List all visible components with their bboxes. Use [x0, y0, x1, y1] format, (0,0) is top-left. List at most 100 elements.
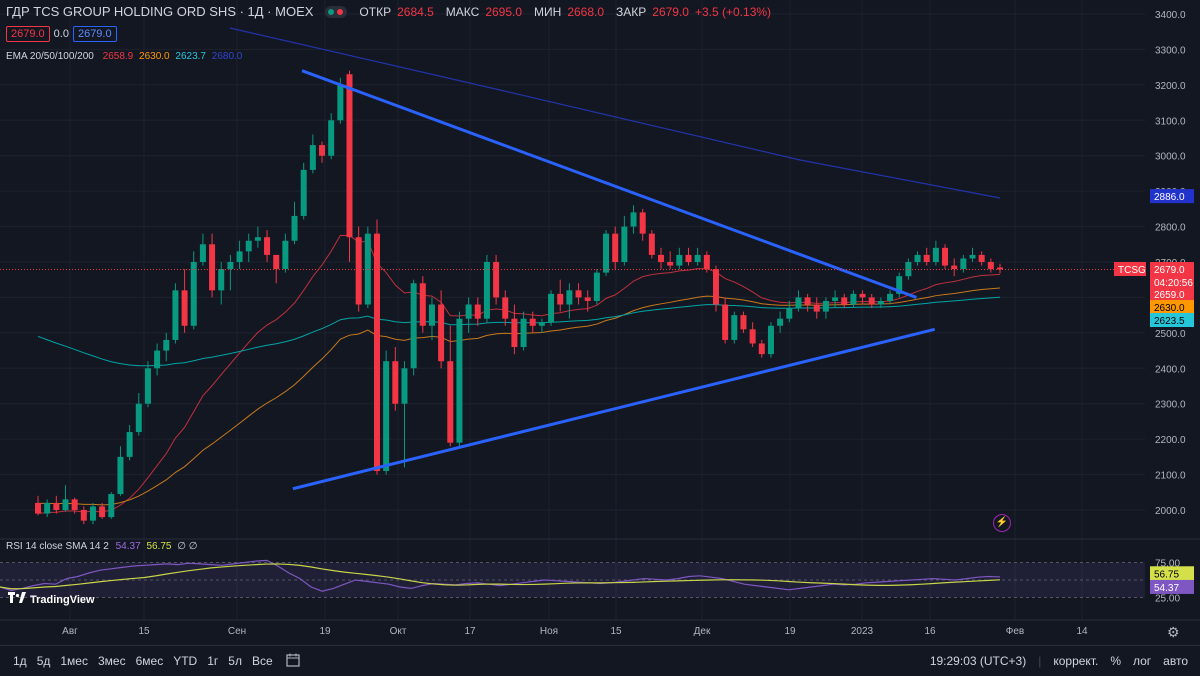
candle-body	[465, 304, 472, 319]
ask-box[interactable]: 2679.0	[72, 26, 117, 42]
candle-body	[35, 502, 41, 514]
candle-body	[511, 318, 518, 348]
candle-body	[172, 290, 179, 340]
candle-body	[190, 262, 197, 326]
candle-body	[419, 283, 426, 326]
candle-body	[658, 254, 665, 262]
symbol-title[interactable]: ГДР TCS GROUP HOLDING ORD SHS · 1Д · MOE…	[6, 4, 314, 19]
candle-body	[346, 74, 353, 238]
adjust-button[interactable]: коррект.	[1053, 654, 1099, 668]
ema100-price-tag: 2623.5	[1154, 316, 1185, 327]
timeframe-5л[interactable]: 5л	[228, 654, 242, 668]
candle-body	[181, 290, 188, 326]
candle-body	[163, 339, 170, 351]
candle-body	[987, 262, 994, 270]
candle-body	[786, 308, 793, 319]
candle-body	[62, 499, 69, 510]
candle-body	[575, 290, 582, 298]
rsi-legend[interactable]: RSI 14 close SMA 14 2 54.37 56.75 ∅ ∅	[6, 541, 197, 552]
ema50-line	[37, 287, 1001, 506]
price-axis-label: 2300.0	[1155, 400, 1186, 411]
time-axis-label: 19	[319, 626, 331, 637]
clock[interactable]: 19:29:03 (UTC+3)	[929, 654, 1027, 668]
candle-body	[584, 297, 591, 301]
candle-body	[868, 297, 875, 305]
timeframe-6мес[interactable]: 6мес	[135, 654, 164, 668]
bid-box[interactable]: 2679.0	[6, 26, 50, 42]
price-axis-label: 2000.0	[1155, 506, 1186, 517]
candle-body	[621, 226, 628, 262]
auto-button[interactable]: авто	[1163, 654, 1188, 668]
percent-button[interactable]: %	[1110, 654, 1121, 668]
time-axis-label: 2023	[851, 626, 874, 637]
candle-body	[603, 233, 610, 273]
gear-icon[interactable]: ⚙	[1167, 624, 1180, 640]
time-axis-label: 16	[924, 626, 936, 637]
tradingview-logo[interactable]: TradingView	[8, 592, 95, 607]
timeframe-1мес[interactable]: 1мес	[60, 654, 88, 668]
candle-body	[135, 403, 142, 433]
candle-body	[758, 343, 765, 355]
candle-body	[80, 510, 87, 521]
time-axis-label: 15	[138, 626, 150, 637]
market-status-icon[interactable]	[325, 5, 348, 18]
lightning-icon[interactable]: ⚡	[993, 514, 1011, 532]
spread-value: 0.0	[53, 28, 69, 40]
candle-body	[877, 300, 884, 305]
close-label: ЗАКР	[616, 4, 647, 19]
candle-body	[227, 262, 234, 270]
candle-body	[667, 262, 674, 266]
ema20-price-tag: 2659.0	[1154, 290, 1185, 301]
ema20-value: 2658.9	[102, 51, 134, 62]
rsi-legend-label: RSI 14 close SMA 14 2	[6, 541, 109, 552]
candle-body	[722, 304, 729, 340]
candle-body	[456, 318, 463, 443]
ema-legend[interactable]: EMA 20/50/100/200 2658.9 2630.0 2623.7 2…	[6, 51, 242, 62]
candle-body	[291, 215, 298, 241]
bottom-toolbar: 1д 5д 1мес 3мес 6мес YTD 1г 5л Все 19:29:03 (UTC…	[0, 645, 1200, 676]
candle-body	[740, 315, 747, 330]
candle-body	[538, 322, 545, 326]
calendar-range-icon[interactable]	[286, 653, 300, 670]
candle-body	[905, 262, 912, 277]
change-value: +3.5 (+0.13%)	[694, 4, 772, 19]
countdown-tag-bg	[1150, 275, 1194, 289]
timeframe-1д[interactable]: 1д	[13, 654, 27, 668]
timeframe-5д[interactable]: 5д	[36, 654, 51, 668]
candle-body	[410, 283, 417, 369]
ema20-price-tag-bg	[1150, 287, 1194, 301]
candle-body	[896, 276, 903, 294]
candle-body	[355, 237, 362, 305]
timeframe-3мес[interactable]: 3мес	[97, 654, 126, 668]
log-button[interactable]: лог	[1132, 654, 1152, 668]
trendline-support	[292, 327, 936, 491]
candle-body	[639, 212, 646, 234]
candle-body	[914, 254, 921, 262]
candle-body	[676, 254, 683, 266]
candle-body	[566, 290, 573, 305]
candle-body	[767, 325, 774, 355]
candle-body	[483, 262, 490, 319]
timeframe-Все[interactable]: Все	[251, 654, 273, 668]
countdown-tag: 04:20:56	[1154, 278, 1193, 289]
candle-body	[199, 244, 206, 262]
tradingview-logo-icon	[8, 592, 26, 607]
candle-body	[648, 233, 655, 255]
high-label: МАКС	[445, 4, 480, 19]
candle-body	[923, 254, 930, 262]
rsi-sma-tag: 56.75	[1154, 569, 1179, 580]
timeframe-1г[interactable]: 1г	[207, 654, 219, 668]
last-price-tag: 2679.0	[1154, 265, 1185, 276]
close-value: 2679.0	[652, 4, 689, 19]
time-axis-label: Ноя	[540, 626, 558, 637]
candle-body	[236, 251, 243, 262]
price-axis-label: 2100.0	[1155, 471, 1186, 482]
candle-body	[703, 254, 710, 270]
timeframe-YTD[interactable]: YTD	[173, 654, 198, 668]
candle-body	[309, 145, 316, 170]
candle-body	[273, 254, 280, 270]
candle-body	[99, 506, 106, 518]
price-axis-label: 2400.0	[1155, 364, 1186, 375]
candle-body	[438, 304, 445, 362]
